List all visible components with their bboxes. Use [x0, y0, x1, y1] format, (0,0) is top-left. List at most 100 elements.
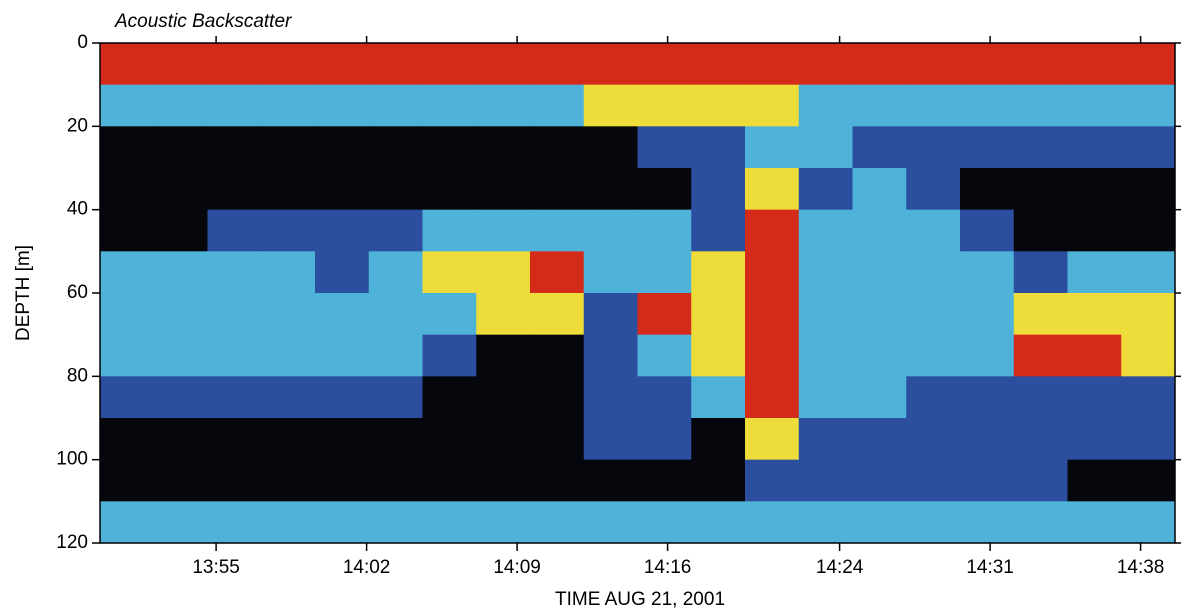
heatmap-cell [798, 84, 853, 127]
heatmap-cell [1067, 418, 1122, 461]
heatmap-cell [1067, 376, 1122, 419]
heatmap-cell [100, 43, 155, 86]
heatmap-cell [745, 459, 800, 502]
heatmap-cell [1067, 293, 1122, 336]
heatmap-cell [852, 501, 907, 544]
heatmap-cell [1013, 501, 1068, 544]
heatmap-cell [261, 293, 316, 336]
heatmap-cell [583, 418, 638, 461]
heatmap-cell [100, 501, 155, 544]
heatmap-cell [960, 334, 1015, 377]
heatmap-cell [852, 43, 907, 86]
heatmap-cell [745, 418, 800, 461]
heatmap-cell [852, 334, 907, 377]
heatmap-cell [1121, 459, 1176, 502]
heatmap-cell [691, 251, 746, 294]
heatmap-cell [852, 459, 907, 502]
heatmap-cell [476, 251, 531, 294]
heatmap-cell [207, 84, 262, 127]
heatmap-cell [422, 376, 477, 419]
heatmap-cell [207, 376, 262, 419]
heatmap-cell [745, 126, 800, 169]
heatmap-cell [960, 168, 1015, 211]
heatmap-cell [852, 418, 907, 461]
heatmap-cell [153, 209, 208, 252]
heatmap-cell [1121, 168, 1176, 211]
heatmap-cell [261, 251, 316, 294]
heatmap-cell [1067, 168, 1122, 211]
x-tick-label: 14:24 [816, 557, 864, 578]
heatmap-cell [798, 418, 853, 461]
heatmap-cell [637, 168, 692, 211]
heatmap-cell [906, 126, 961, 169]
heatmap-cell [852, 293, 907, 336]
heatmap-cell [906, 43, 961, 86]
heatmap-cell [207, 126, 262, 169]
heatmap-cell [745, 501, 800, 544]
x-axis-label: TIME AUG 21, 2001 [555, 589, 725, 610]
heatmap-cell [476, 459, 531, 502]
heatmap-cell [583, 209, 638, 252]
heatmap-cell [153, 418, 208, 461]
heatmap-cell [637, 251, 692, 294]
heatmap-cell [368, 168, 423, 211]
heatmap-cell [422, 293, 477, 336]
heatmap-cell [960, 293, 1015, 336]
heatmap-cell [207, 459, 262, 502]
heatmap-cell [960, 459, 1015, 502]
heatmap-cell [422, 251, 477, 294]
heatmap-cell [745, 293, 800, 336]
heatmap-cell [530, 251, 585, 294]
heatmap-cell [422, 459, 477, 502]
heatmap-cell [691, 418, 746, 461]
heatmap-cell [207, 501, 262, 544]
heatmap-cell [852, 251, 907, 294]
heatmap-cell [583, 251, 638, 294]
heatmap-cell [691, 43, 746, 86]
heatmap-cell [153, 43, 208, 86]
heatmap-cell [637, 84, 692, 127]
heatmap-cell [153, 334, 208, 377]
heatmap-cell [368, 126, 423, 169]
heatmap-cell [1121, 418, 1176, 461]
heatmap-cell [960, 501, 1015, 544]
heatmap-cell [745, 376, 800, 419]
heatmap-cell [261, 126, 316, 169]
heatmap-cell [153, 251, 208, 294]
heatmap-cell [637, 418, 692, 461]
heatmap [100, 43, 1176, 544]
heatmap-cell [476, 376, 531, 419]
heatmap-cell [906, 84, 961, 127]
x-tick-label: 14:31 [966, 557, 1014, 578]
heatmap-cell [100, 251, 155, 294]
heatmap-cell [530, 376, 585, 419]
heatmap-cell [261, 168, 316, 211]
heatmap-cell [745, 334, 800, 377]
heatmap-cell [261, 334, 316, 377]
heatmap-cell [583, 459, 638, 502]
heatmap-cell [100, 418, 155, 461]
heatmap-cell [315, 293, 370, 336]
heatmap-cell [852, 84, 907, 127]
chart-title: Acoustic Backscatter [114, 11, 292, 32]
heatmap-cell [1013, 168, 1068, 211]
heatmap-cell [207, 43, 262, 86]
heatmap-cell [476, 209, 531, 252]
heatmap-cell [691, 126, 746, 169]
heatmap-cell [530, 501, 585, 544]
heatmap-cell [960, 43, 1015, 86]
heatmap-cell [637, 376, 692, 419]
heatmap-cell [583, 126, 638, 169]
heatmap-cell [422, 418, 477, 461]
heatmap-cell [261, 418, 316, 461]
heatmap-cell [368, 418, 423, 461]
heatmap-cell [1013, 209, 1068, 252]
heatmap-cell [1121, 43, 1176, 86]
heatmap-cell [906, 334, 961, 377]
heatmap-cell [637, 293, 692, 336]
heatmap-cell [906, 376, 961, 419]
heatmap-cell [637, 334, 692, 377]
heatmap-cell [745, 209, 800, 252]
